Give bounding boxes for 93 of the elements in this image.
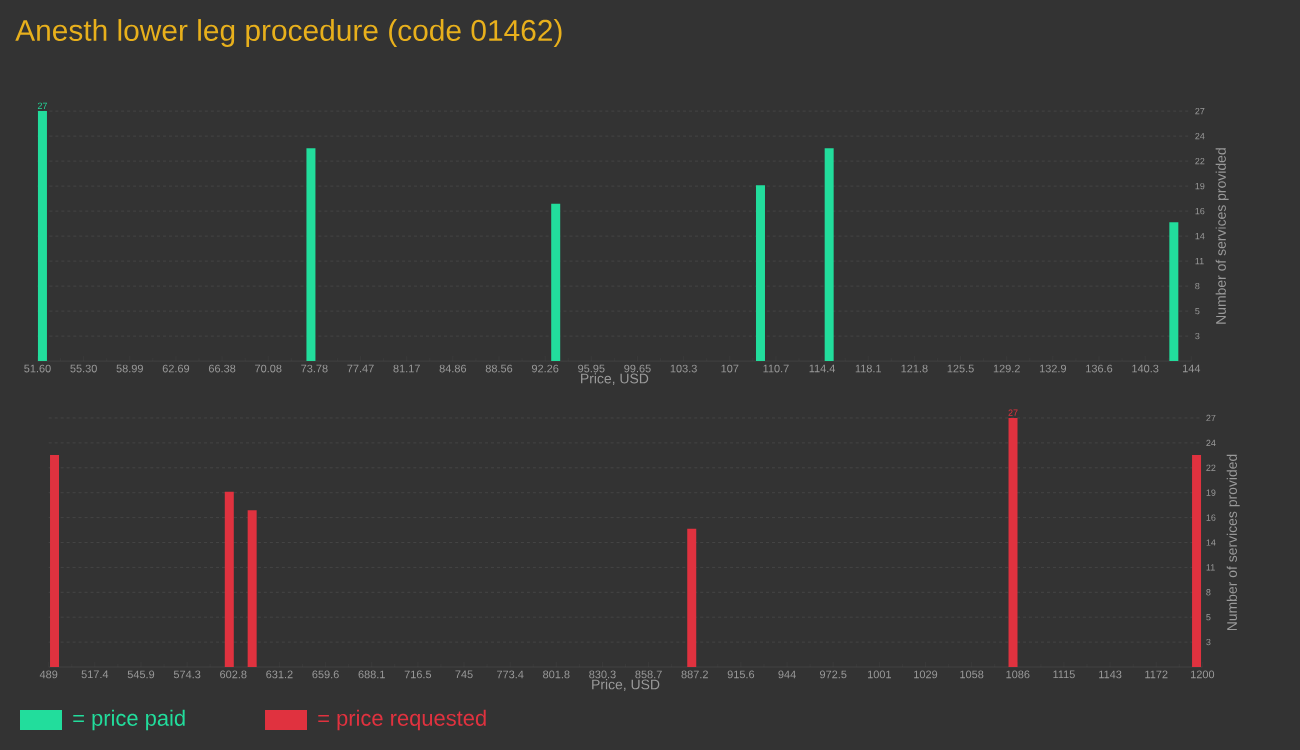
y-tick-label: 24 [1195, 132, 1205, 140]
x-tick-label: 574.3 [173, 670, 201, 679]
x-axis-title: Price, USD [592, 679, 660, 692]
x-tick-label: 118.1 [855, 364, 882, 373]
y-tick-label: 24 [1206, 439, 1216, 447]
x-tick-label: 1143 [1099, 670, 1122, 679]
y-tick-label: 27 [1206, 414, 1216, 422]
x-tick-label: 1029 [914, 670, 938, 679]
y-tick-label: 3 [1195, 332, 1200, 340]
x-tick-label: 1086 [1006, 670, 1030, 679]
legend-label: = price paid [73, 709, 185, 731]
x-tick-label: 1172 [1145, 670, 1168, 679]
x-tick-label: 1200 [1191, 670, 1215, 679]
x-tick-label: 121.8 [901, 364, 928, 373]
bar [37, 111, 47, 362]
x-tick-label: 51.60 [24, 364, 51, 373]
x-tick-label: 517.4 [81, 670, 109, 679]
x-tick-label: 107 [721, 364, 739, 373]
x-tick-label: 84.86 [439, 364, 467, 373]
bar [687, 528, 697, 667]
bar [1192, 454, 1202, 667]
data-label: 27 [37, 102, 47, 109]
chart-title: Anesth lower leg procedure (code 01462) [15, 19, 562, 47]
x-tick-label: 773.4 [497, 670, 524, 679]
bar [247, 510, 257, 667]
y-tick-label: 16 [1206, 514, 1216, 521]
y-tick-label: 11 [1206, 564, 1215, 571]
y-tick-label: 3 [1206, 638, 1211, 646]
x-tick-label: 95.95 [578, 364, 605, 373]
x-tick-label: 887.2 [681, 670, 708, 679]
x-tick-label: 489 [39, 670, 58, 679]
y-tick-label: 27 [1195, 107, 1205, 115]
data-label: 27 [1008, 409, 1018, 416]
x-tick-label: 125.5 [947, 364, 974, 373]
y-tick-label: 11 [1195, 258, 1204, 265]
bar [1008, 417, 1018, 667]
x-tick-label: 944 [778, 670, 796, 679]
x-tick-label: 66.38 [208, 364, 236, 373]
y-tick-label: 14 [1195, 233, 1205, 240]
x-tick-label: 99.65 [624, 364, 651, 373]
x-tick-label: 70.08 [255, 364, 282, 373]
x-tick-label: 114.4 [809, 364, 836, 373]
bar [50, 454, 60, 667]
x-tick-label: 77.47 [347, 364, 374, 373]
x-tick-label: 136.6 [1086, 364, 1113, 373]
x-tick-label: 55.30 [70, 364, 97, 373]
x-tick-label: 103.3 [670, 364, 697, 373]
x-tick-label: 73.78 [301, 364, 328, 373]
x-tick-label: 659.6 [312, 670, 339, 679]
bar [224, 491, 234, 667]
x-tick-label: 631.2 [266, 670, 293, 679]
y-tick-label: 22 [1195, 157, 1205, 165]
y-axis-title: Number of services provided [1215, 148, 1229, 324]
x-tick-label: 915.6 [727, 670, 755, 679]
bar [824, 148, 834, 362]
x-tick-label: 58.99 [116, 364, 143, 373]
bar [755, 185, 765, 362]
y-tick-label: 8 [1206, 589, 1211, 596]
bar [551, 203, 561, 362]
x-tick-label: 688.1 [358, 670, 385, 679]
y-tick-label: 8 [1195, 282, 1200, 290]
x-tick-label: 92.26 [531, 364, 559, 373]
y-tick-label: 19 [1206, 489, 1216, 496]
x-tick-label: 602.8 [220, 670, 247, 679]
x-tick-label: 81.17 [393, 364, 420, 373]
y-tick-label: 5 [1195, 307, 1200, 315]
bar [306, 148, 316, 362]
x-tick-label: 110.7 [763, 364, 789, 373]
x-tick-label: 140.3 [1132, 364, 1159, 373]
y-axis-title: Number of services provided [1226, 454, 1240, 631]
x-tick-label: 144 [1183, 364, 1201, 373]
x-axis-title: Price, USD [581, 373, 649, 386]
x-tick-label: 132.9 [1039, 364, 1067, 373]
x-tick-label: 1058 [960, 670, 984, 679]
y-tick-label: 19 [1195, 182, 1205, 190]
y-tick-label: 16 [1195, 207, 1205, 215]
x-tick-label: 830.3 [589, 670, 616, 679]
y-tick-label: 5 [1206, 614, 1211, 621]
x-tick-label: 62.69 [162, 364, 190, 373]
x-tick-label: 716.5 [404, 670, 432, 679]
x-tick-label: 1001 [867, 670, 891, 679]
x-tick-label: 858.7 [635, 670, 662, 679]
bar [1169, 222, 1179, 362]
legend-label: = price requested [318, 709, 486, 731]
x-tick-label: 129.2 [993, 364, 1020, 373]
y-tick-label: 22 [1206, 464, 1216, 471]
x-tick-label: 1115 [1053, 670, 1075, 679]
x-tick-label: 88.56 [485, 364, 513, 373]
y-tick-label: 14 [1206, 539, 1216, 546]
x-tick-label: 801.8 [543, 670, 570, 679]
x-tick-label: 545.9 [127, 670, 155, 679]
x-tick-label: 745 [455, 670, 473, 679]
x-tick-label: 972.5 [820, 670, 847, 679]
